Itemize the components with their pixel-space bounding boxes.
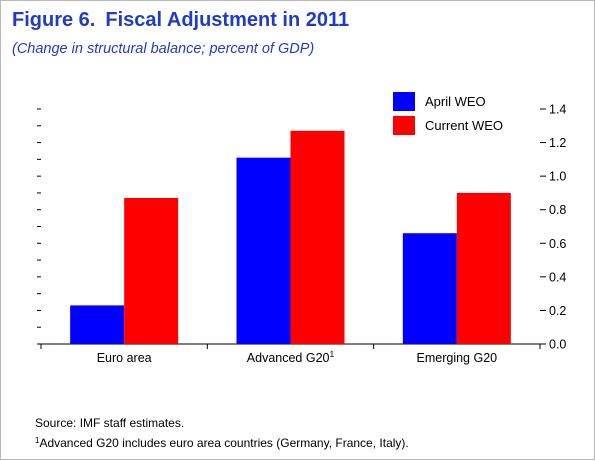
bar-current-weo-emerging-g20: [456, 192, 511, 344]
y-tick-label: 0.8: [549, 203, 566, 217]
legend-label: Current WEO: [425, 118, 503, 133]
y-tick-label: 0.0: [549, 338, 566, 352]
figure-title: Figure 6. Fiscal Adjustment in 2011: [12, 9, 349, 32]
legend-swatch: [393, 116, 415, 135]
y-tick-label: 1.0: [549, 170, 566, 184]
bar-current-weo-euro-area: [124, 197, 179, 344]
source-note: Source: IMF staff estimates.: [35, 416, 185, 430]
figure-subtitle: (Change in structural balance; percent o…: [12, 41, 315, 57]
x-tick-footnote-mark: 1: [329, 349, 334, 359]
bar-current-weo-advanced-g20: [290, 130, 345, 344]
y-tick-label: 1.4: [549, 103, 566, 117]
legend-label: April WEO: [425, 94, 486, 109]
figure-notes: Source: IMF staff estimates. 1Advanced G…: [35, 414, 409, 452]
bar-april-weo-advanced-g20: [236, 157, 291, 344]
x-tick-label: Advanced G201: [247, 349, 335, 365]
y-tick-label: 0.2: [549, 304, 566, 318]
footnote-mark: 1: [35, 436, 40, 445]
y-tick-label: 0.6: [549, 237, 566, 251]
x-tick-label: Euro area: [97, 351, 152, 365]
footnote-text: Advanced G20 includes euro area countrie…: [39, 436, 409, 450]
y-tick-label: 0.4: [549, 270, 566, 284]
bar-april-weo-euro-area: [70, 305, 125, 344]
legend-swatch: [393, 92, 415, 111]
bar-april-weo-emerging-g20: [402, 233, 457, 344]
figure-title-text: Fiscal Adjustment in 2011: [105, 9, 350, 31]
x-tick-label: Emerging G20: [417, 351, 498, 365]
y-tick-label: 1.2: [549, 136, 566, 150]
figure-label: Figure 6.: [12, 9, 96, 31]
footnote: 1Advanced G20 includes euro area countri…: [35, 432, 409, 452]
